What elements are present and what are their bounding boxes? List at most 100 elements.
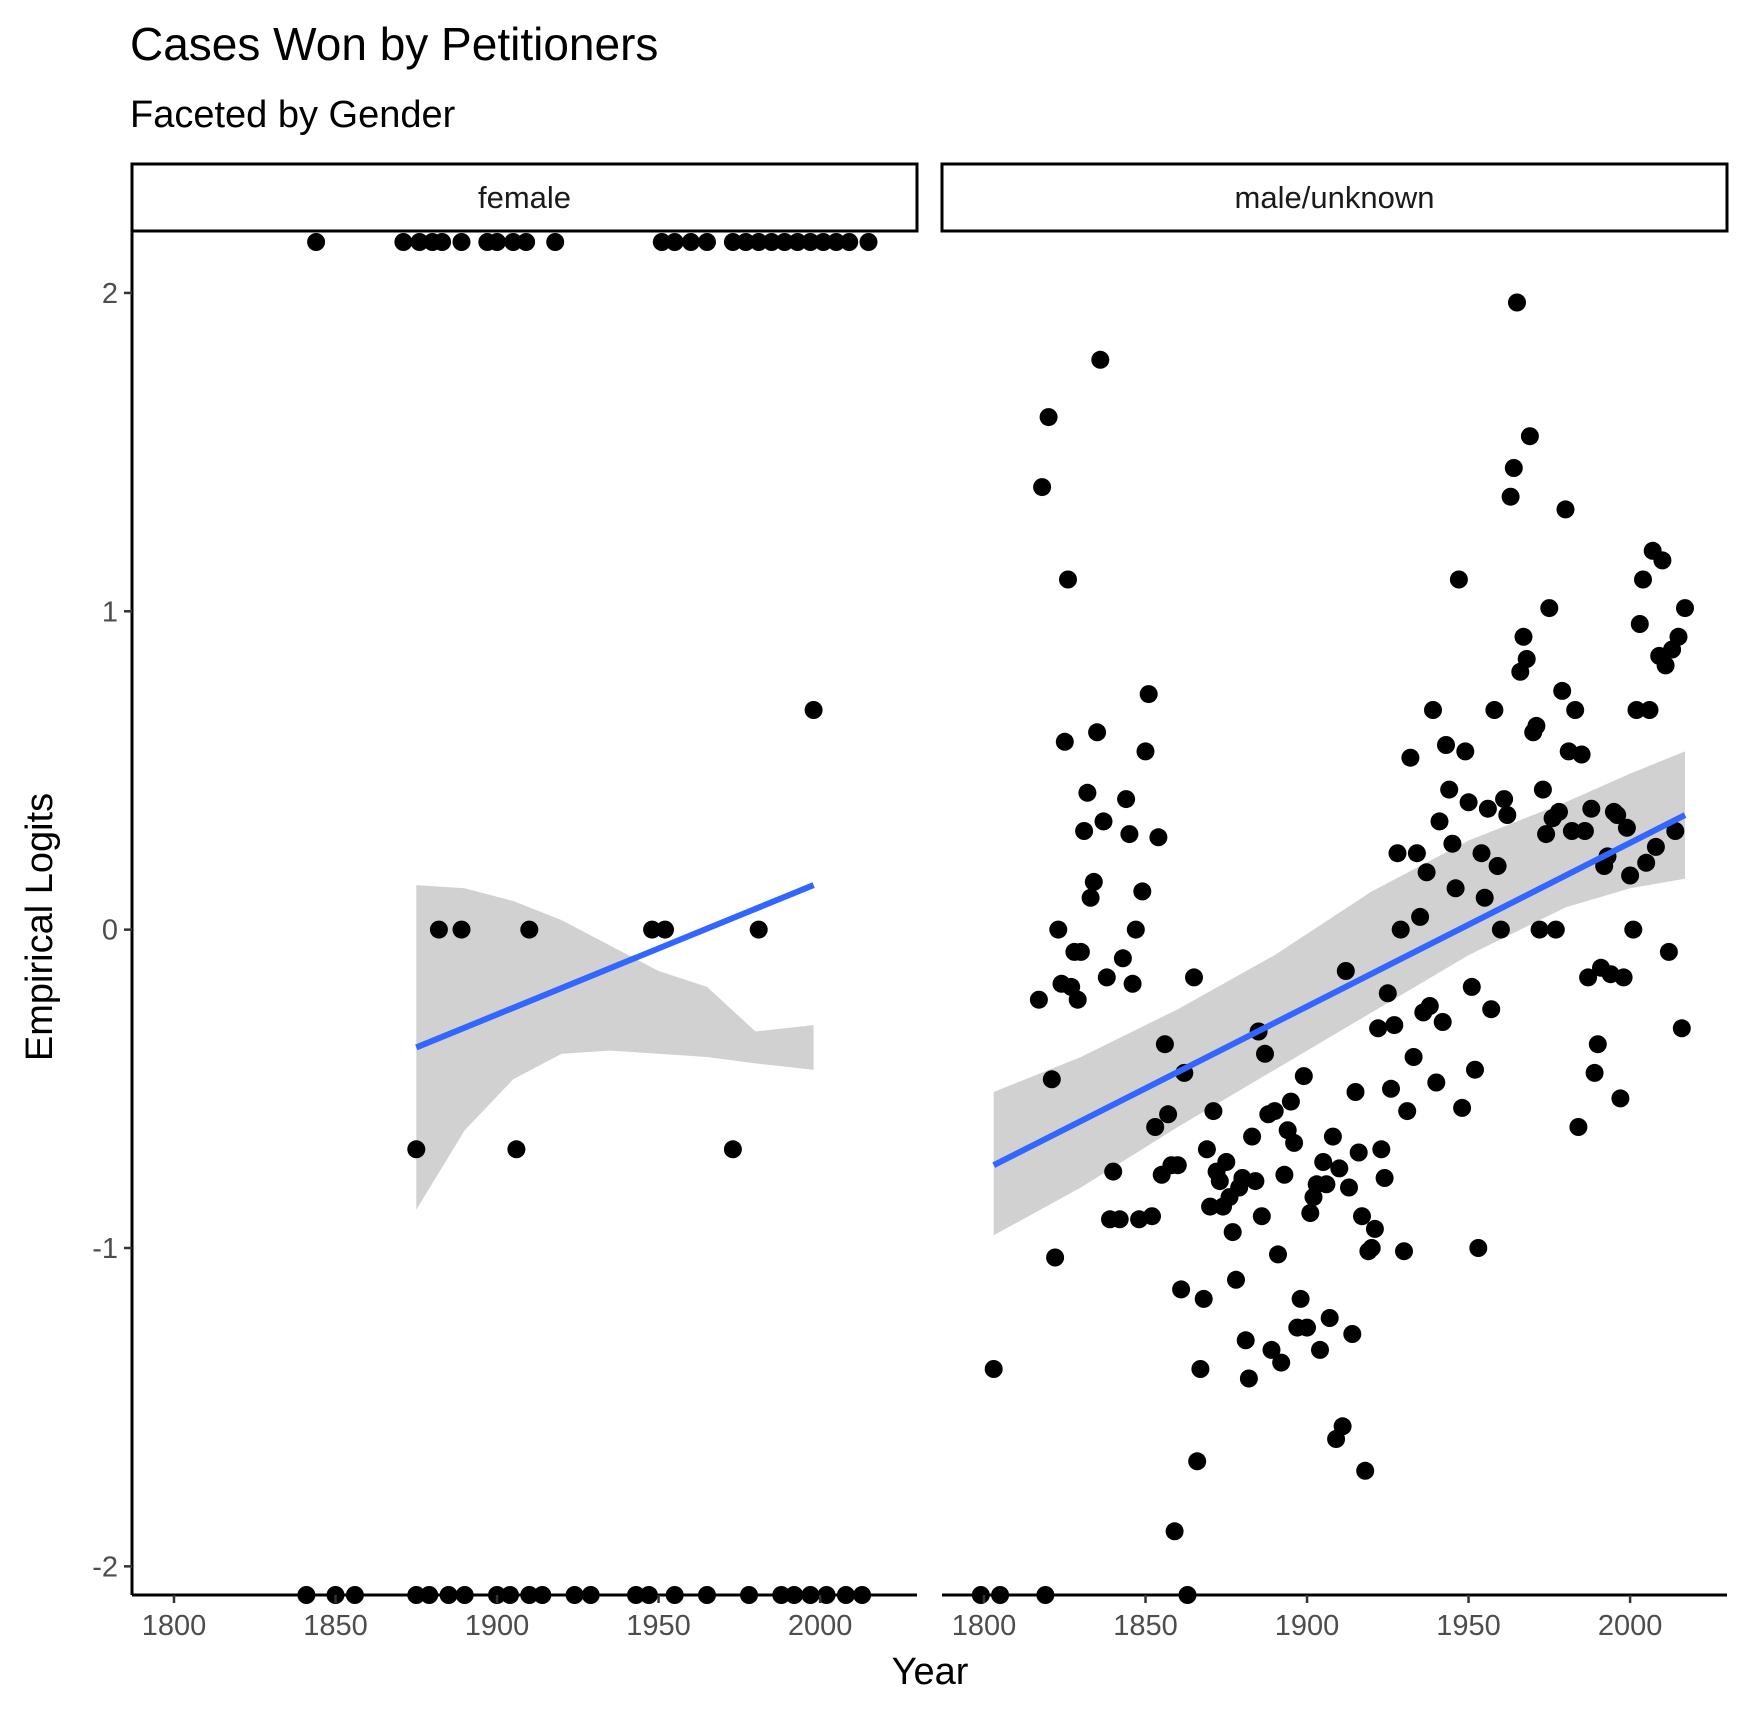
data-point bbox=[1365, 1219, 1384, 1238]
x-tick-label: 1900 bbox=[465, 1610, 530, 1642]
data-point bbox=[410, 233, 429, 251]
data-point bbox=[1075, 822, 1094, 840]
data-point bbox=[1191, 1360, 1210, 1378]
data-point bbox=[1556, 500, 1575, 519]
data-point bbox=[1666, 822, 1685, 840]
data-point bbox=[1320, 1309, 1339, 1327]
data-point bbox=[698, 233, 716, 251]
data-point bbox=[762, 233, 781, 251]
data-point bbox=[1059, 570, 1077, 589]
data-point bbox=[1462, 977, 1481, 996]
data-point bbox=[1569, 1118, 1588, 1136]
data-point bbox=[1123, 974, 1142, 993]
data-point bbox=[1311, 1340, 1329, 1359]
data-point bbox=[1501, 487, 1520, 506]
data-point bbox=[1478, 799, 1497, 818]
data-point bbox=[1362, 1239, 1381, 1257]
data-point bbox=[429, 920, 448, 939]
data-point bbox=[1579, 968, 1598, 987]
data-point bbox=[488, 233, 506, 251]
data-point bbox=[1433, 1013, 1452, 1031]
data-point bbox=[984, 1360, 1003, 1378]
data-point bbox=[1084, 872, 1103, 891]
data-point bbox=[1236, 1331, 1255, 1350]
facet-panel-0: female -2 -1 0 1 2 1800 1850 1900 1950 2000 bbox=[92, 162, 919, 1642]
data-point bbox=[1659, 942, 1678, 961]
data-point bbox=[1530, 920, 1549, 939]
data-point bbox=[723, 233, 742, 251]
data-point bbox=[1553, 681, 1572, 700]
x-tick-label: 2000 bbox=[788, 1610, 853, 1642]
data-point bbox=[1417, 863, 1436, 882]
data-point bbox=[1520, 427, 1539, 446]
data-point bbox=[1656, 656, 1675, 675]
data-point bbox=[1469, 1239, 1488, 1257]
data-point bbox=[1621, 866, 1640, 885]
data-point bbox=[681, 233, 700, 251]
data-point bbox=[1252, 1207, 1271, 1226]
data-point bbox=[736, 233, 755, 251]
data-point bbox=[1104, 1162, 1123, 1181]
data-point bbox=[517, 233, 536, 251]
data-point bbox=[1672, 1019, 1691, 1038]
chart-title: Cases Won by Petitioners bbox=[130, 18, 658, 70]
facet-strip-label: male/unknown bbox=[1235, 180, 1435, 215]
regression-line bbox=[992, 812, 1687, 1168]
data-point bbox=[1126, 920, 1145, 939]
data-point bbox=[1155, 1035, 1174, 1054]
data-point bbox=[1275, 1165, 1294, 1184]
data-point bbox=[1088, 723, 1107, 742]
data-point bbox=[1197, 1140, 1216, 1159]
data-point bbox=[1356, 1461, 1375, 1480]
x-tick-label: 1850 bbox=[1113, 1610, 1178, 1642]
confidence-ribbon bbox=[416, 885, 814, 1210]
data-point bbox=[1637, 853, 1656, 872]
data-point bbox=[1495, 790, 1514, 809]
data-point bbox=[1646, 837, 1665, 856]
data-point bbox=[1456, 742, 1475, 761]
data-point bbox=[1533, 780, 1552, 799]
chart-subtitle: Faceted by Gender bbox=[130, 94, 456, 136]
data-point bbox=[1617, 818, 1636, 837]
x-tick-label: 1800 bbox=[142, 1610, 207, 1642]
data-point bbox=[1113, 949, 1132, 968]
data-point bbox=[1143, 1207, 1161, 1226]
data-point bbox=[801, 233, 820, 251]
data-point bbox=[1550, 802, 1568, 821]
regression-line bbox=[415, 882, 815, 1051]
data-point bbox=[1246, 1172, 1265, 1191]
data-point bbox=[520, 920, 539, 939]
data-point bbox=[504, 233, 523, 251]
data-point bbox=[1572, 745, 1591, 764]
data-point bbox=[1317, 1175, 1336, 1194]
y-axis-title: Empirical Logits bbox=[19, 793, 61, 1061]
data-point bbox=[723, 1140, 742, 1159]
facet-strip bbox=[130, 162, 919, 233]
data-point bbox=[1301, 1204, 1320, 1222]
data-point bbox=[1449, 570, 1468, 589]
data-point bbox=[1336, 962, 1355, 980]
data-point bbox=[1033, 478, 1052, 497]
data-point bbox=[1133, 882, 1152, 901]
data-point bbox=[394, 233, 413, 251]
data-point bbox=[1437, 736, 1455, 754]
data-point bbox=[1185, 968, 1203, 987]
data-point bbox=[1466, 1060, 1484, 1079]
data-point bbox=[407, 1140, 426, 1159]
data-point bbox=[1537, 825, 1556, 844]
data-point bbox=[814, 233, 833, 251]
data-point bbox=[1097, 968, 1116, 987]
data-point bbox=[1210, 1172, 1229, 1191]
data-point bbox=[1485, 701, 1504, 719]
data-point bbox=[1440, 780, 1459, 799]
data-point bbox=[1272, 1353, 1291, 1372]
data-point bbox=[1323, 1127, 1342, 1146]
data-point bbox=[1071, 942, 1090, 961]
data-point bbox=[1582, 799, 1601, 818]
data-point bbox=[1472, 844, 1491, 863]
data-point bbox=[1281, 1092, 1300, 1111]
data-point bbox=[1608, 806, 1627, 824]
x-tick-label: 2000 bbox=[1598, 1610, 1663, 1642]
data-point bbox=[749, 920, 768, 939]
